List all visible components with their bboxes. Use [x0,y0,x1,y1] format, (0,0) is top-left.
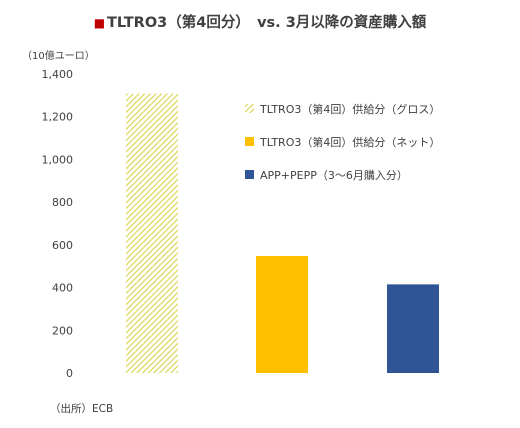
title-marker-icon: ■ [93,16,106,30]
source-label: （出所）ECB [50,403,114,415]
bars [126,93,439,374]
y-tick-label: 200 [52,324,73,337]
y-axis: 0 200 400 600 800 1,000 1,200 1,400 [42,68,74,380]
y-tick-label: 1,400 [42,68,74,81]
chart-title: ■ TLTRO3（第4回分） vs. 3月以降の資産購入額 [0,11,520,32]
y-axis-unit-label: （10億ユーロ） [22,51,95,62]
legend-label: TLTRO3（第4回）供給分（ネット） [259,135,440,149]
legend-label: TLTRO3（第4回）供給分（グロス） [259,102,440,116]
y-tick-label: 0 [66,367,73,380]
bar [256,255,308,373]
legend-swatch [245,170,254,179]
title-text: TLTRO3（第4回分） vs. 3月以降の資産購入額 [107,15,427,31]
y-tick-label: 600 [52,239,73,252]
legend-swatch [245,104,254,113]
y-tick-label: 400 [52,282,73,295]
legend-label: APP+PEPP（3～6月購入分） [260,168,408,182]
y-tick-label: 1,000 [42,153,74,166]
bar [126,93,178,374]
legend: TLTRO3（第4回）供給分（グロス） TLTRO3（第4回）供給分（ネット） AP… [245,102,440,182]
bar [387,284,439,373]
legend-swatch [245,137,254,146]
y-tick-label: 1,200 [42,111,74,124]
y-tick-label: 800 [52,196,73,209]
